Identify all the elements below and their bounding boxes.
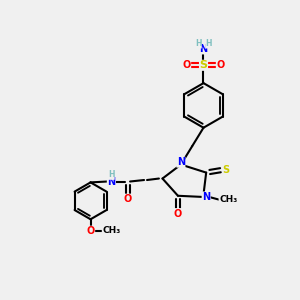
Text: S: S — [200, 60, 208, 70]
Text: O: O — [86, 226, 95, 236]
Text: S: S — [223, 165, 230, 175]
Text: O: O — [174, 208, 182, 219]
Text: O: O — [182, 60, 191, 70]
Text: CH₃: CH₃ — [102, 226, 121, 235]
Text: O: O — [216, 60, 225, 70]
Text: N: N — [200, 44, 208, 54]
Text: N: N — [202, 192, 210, 202]
Text: H: H — [108, 170, 114, 179]
Text: O: O — [124, 194, 132, 204]
Text: N: N — [177, 157, 185, 167]
Text: H: H — [195, 39, 201, 48]
Text: N: N — [107, 176, 116, 187]
Text: CH₃: CH₃ — [219, 195, 237, 204]
Text: H: H — [206, 39, 212, 48]
